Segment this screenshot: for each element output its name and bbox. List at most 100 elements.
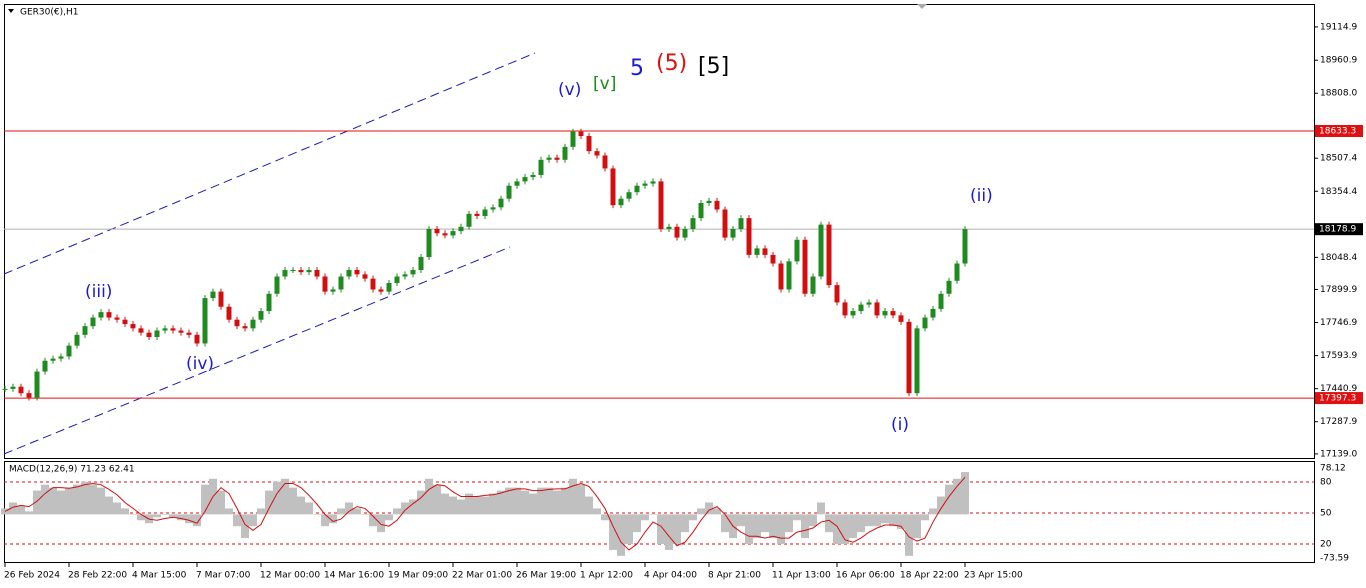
macd-bar bbox=[585, 496, 593, 515]
candle bbox=[258, 311, 264, 320]
macd-bar bbox=[577, 484, 585, 515]
candle bbox=[450, 231, 456, 236]
menu-arrow[interactable] bbox=[8, 9, 14, 13]
macd-bar bbox=[937, 496, 945, 515]
macd-bar bbox=[153, 514, 161, 518]
macd-bar bbox=[449, 496, 457, 515]
macd-bar bbox=[321, 514, 329, 527]
candle bbox=[170, 328, 176, 331]
y-tick-label: 17440.9 bbox=[1320, 384, 1357, 394]
candle bbox=[146, 332, 152, 337]
macd-bar bbox=[393, 508, 401, 515]
macd-bar bbox=[425, 478, 433, 515]
candle bbox=[362, 274, 368, 279]
macd-bar bbox=[945, 484, 953, 515]
candle bbox=[282, 270, 288, 277]
x-tick-label: 7 Mar 07:00 bbox=[196, 571, 251, 581]
candle bbox=[530, 174, 536, 178]
macd-bar bbox=[401, 502, 409, 515]
macd-bar bbox=[793, 514, 801, 521]
macd-bar bbox=[841, 514, 849, 545]
candle bbox=[850, 311, 856, 316]
x-tick-label: 26 Feb 2024 bbox=[4, 571, 60, 581]
candle bbox=[834, 285, 840, 303]
candle bbox=[730, 228, 736, 238]
candle bbox=[698, 203, 704, 219]
level-tag bbox=[1315, 124, 1363, 137]
macd-bar bbox=[913, 514, 921, 539]
wave-label: (iv) bbox=[186, 354, 214, 374]
candle bbox=[610, 168, 616, 206]
y-tick-label: 18048.4 bbox=[1320, 253, 1357, 263]
macd-bar bbox=[201, 484, 209, 515]
candle bbox=[90, 317, 96, 327]
x-tick-label: 28 Feb 22:00 bbox=[68, 571, 127, 581]
macd-bar bbox=[881, 514, 889, 524]
candle bbox=[274, 276, 280, 294]
y2-tick-label: 80 bbox=[1320, 478, 1332, 488]
macd-bar bbox=[521, 490, 529, 515]
candle bbox=[866, 302, 872, 305]
candle bbox=[490, 207, 496, 210]
macd-bar bbox=[297, 496, 305, 515]
candle bbox=[570, 131, 576, 147]
macd-bar bbox=[345, 502, 353, 515]
wave-label: [v] bbox=[593, 74, 616, 94]
macd-bar bbox=[785, 514, 793, 533]
candle bbox=[674, 226, 680, 238]
macd-bar bbox=[81, 481, 89, 515]
candle bbox=[226, 306, 232, 320]
macd-bar bbox=[289, 487, 297, 515]
macd-bar bbox=[897, 514, 905, 530]
macd-bar bbox=[433, 484, 441, 515]
macd-bar bbox=[633, 514, 641, 533]
macd-bar bbox=[249, 514, 257, 527]
x-tick-label: 16 Apr 06:00 bbox=[836, 571, 895, 581]
candle bbox=[746, 218, 752, 255]
macd-bar bbox=[481, 496, 489, 515]
macd-bar bbox=[409, 499, 417, 515]
candle bbox=[314, 270, 320, 277]
macd-bar bbox=[329, 514, 337, 524]
macd-bar bbox=[169, 514, 177, 518]
candle bbox=[842, 302, 848, 316]
macd-bar bbox=[129, 514, 137, 515]
candle bbox=[682, 228, 688, 238]
candle bbox=[298, 270, 304, 273]
candle bbox=[650, 181, 656, 184]
macd-bar bbox=[441, 493, 449, 515]
macd-bar bbox=[89, 484, 97, 515]
macd-bar bbox=[929, 508, 937, 515]
candle bbox=[666, 226, 672, 229]
wave-label: (ii) bbox=[970, 186, 993, 206]
candle bbox=[410, 270, 416, 275]
y-tick-label: 17287.9 bbox=[1320, 417, 1357, 427]
candle bbox=[938, 293, 944, 309]
macd-bar bbox=[745, 514, 753, 545]
macd-bar bbox=[593, 508, 601, 515]
macd-bar bbox=[529, 493, 537, 515]
candle bbox=[578, 131, 584, 137]
candle bbox=[162, 328, 168, 331]
candle bbox=[762, 248, 768, 255]
candle bbox=[114, 317, 120, 320]
candle bbox=[418, 257, 424, 271]
macd-bar bbox=[377, 514, 385, 533]
candle bbox=[26, 393, 32, 398]
shift-marker bbox=[917, 4, 927, 9]
candle bbox=[138, 328, 144, 333]
candle bbox=[330, 289, 336, 292]
candle bbox=[186, 332, 192, 335]
x-tick-label: 19 Mar 09:00 bbox=[388, 571, 448, 581]
candle bbox=[786, 261, 792, 290]
candle bbox=[922, 317, 928, 329]
x-tick-label: 11 Apr 13:00 bbox=[772, 571, 831, 581]
macd-bar bbox=[569, 478, 577, 515]
candle bbox=[810, 276, 816, 294]
candle bbox=[74, 334, 80, 346]
candle bbox=[506, 185, 512, 199]
wave-label: (iii) bbox=[85, 282, 112, 302]
candle bbox=[338, 276, 344, 290]
